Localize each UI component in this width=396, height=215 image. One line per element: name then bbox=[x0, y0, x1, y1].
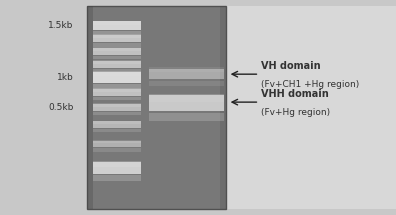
Bar bbox=[93, 22, 141, 30]
Bar bbox=[148, 95, 224, 111]
Bar bbox=[93, 71, 141, 76]
Bar bbox=[93, 89, 141, 96]
Bar bbox=[93, 31, 141, 35]
Bar bbox=[148, 67, 224, 72]
Bar bbox=[93, 175, 141, 181]
Bar bbox=[148, 94, 224, 101]
Bar bbox=[93, 35, 141, 43]
Bar bbox=[93, 121, 141, 124]
Bar bbox=[93, 161, 141, 166]
Text: 1kb: 1kb bbox=[57, 73, 73, 82]
Bar bbox=[148, 81, 224, 86]
Bar bbox=[93, 56, 141, 59]
Bar bbox=[93, 148, 141, 152]
Text: 0.5kb: 0.5kb bbox=[48, 103, 73, 112]
Bar bbox=[93, 104, 141, 111]
Bar bbox=[93, 129, 141, 132]
Bar bbox=[93, 84, 141, 89]
Bar bbox=[93, 61, 141, 68]
Bar bbox=[93, 43, 141, 47]
Bar bbox=[93, 60, 141, 64]
Bar bbox=[148, 113, 224, 121]
Bar bbox=[87, 6, 93, 209]
Bar bbox=[93, 97, 141, 100]
Bar bbox=[87, 6, 226, 209]
Bar bbox=[93, 69, 141, 72]
Bar bbox=[220, 6, 226, 209]
Bar bbox=[93, 121, 141, 128]
Bar bbox=[93, 140, 141, 143]
Bar bbox=[93, 34, 141, 38]
Bar bbox=[148, 69, 224, 79]
Bar bbox=[93, 162, 141, 174]
Bar bbox=[226, 6, 396, 209]
Bar bbox=[93, 141, 141, 147]
Text: (Fv+CH1 +Hg region): (Fv+CH1 +Hg region) bbox=[261, 80, 360, 89]
Bar bbox=[93, 48, 141, 55]
Bar bbox=[93, 88, 141, 92]
Bar bbox=[93, 112, 141, 115]
Bar bbox=[93, 72, 141, 83]
Bar bbox=[93, 103, 141, 107]
Text: VH domain: VH domain bbox=[261, 61, 321, 71]
Text: (Fv+Hg region): (Fv+Hg region) bbox=[261, 108, 331, 117]
Bar bbox=[93, 48, 141, 51]
Bar bbox=[93, 21, 141, 25]
Text: 1.5kb: 1.5kb bbox=[48, 21, 73, 30]
Text: VHH domain: VHH domain bbox=[261, 89, 329, 98]
